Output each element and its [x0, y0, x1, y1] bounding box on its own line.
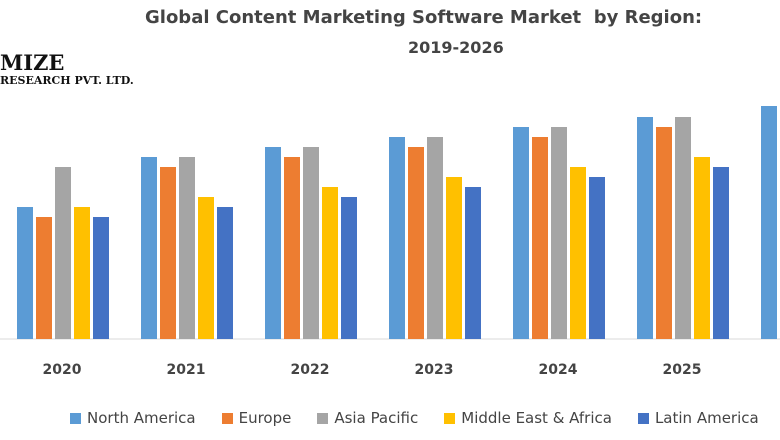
legend-label: Asia Pacific: [334, 409, 419, 427]
bar-2021-2: [179, 157, 195, 339]
bar-2021-1: [160, 167, 176, 339]
bar-2021-0: [141, 157, 157, 339]
bar-2024-1: [532, 137, 548, 339]
bar-2025-3: [694, 157, 710, 339]
bar-2022-3: [322, 187, 338, 339]
bar-2026-0: [761, 106, 777, 339]
legend-label: Middle East & Africa: [461, 409, 612, 427]
chart-subtitle: 2019-2026: [408, 38, 504, 57]
legend-swatch: [70, 412, 81, 424]
x-tick-label: 2023: [415, 362, 454, 378]
bar-2020-4: [93, 217, 109, 339]
bar-2020-3: [74, 207, 90, 339]
bar-2020-1: [36, 217, 52, 339]
legend-item: Middle East & Africa: [444, 409, 612, 427]
bar-2020-2: [55, 167, 71, 339]
legend-item: Europe: [221, 409, 292, 427]
legend: North America Europe Asia Pacific Middle Ea…: [70, 409, 759, 427]
legend-item: Asia Pacific: [317, 409, 418, 427]
logo-text: MIZE: [0, 50, 65, 75]
bar-2024-3: [570, 167, 586, 339]
bar-2025-4: [713, 167, 729, 339]
bar-2021-3: [198, 197, 214, 339]
x-tick-label: 2022: [291, 362, 330, 378]
bar-2022-0: [265, 147, 281, 339]
bar-2023-3: [446, 177, 462, 339]
bar-2022-2: [303, 147, 319, 339]
legend-label: North America: [87, 409, 196, 427]
legend-swatch: [317, 412, 329, 424]
legend-item: Latin America: [637, 409, 759, 427]
bar-2025-0: [637, 117, 653, 339]
bar-2023-1: [408, 147, 424, 339]
bar-2023-2: [427, 137, 443, 339]
x-tick-label: 2024: [539, 362, 578, 378]
bar-2023-4: [465, 187, 481, 339]
legend-swatch: [637, 412, 649, 424]
legend-swatch: [221, 412, 233, 424]
x-tick-label: 2025: [663, 362, 702, 378]
bar-2022-4: [341, 197, 357, 339]
bar-2024-2: [551, 127, 567, 339]
legend-swatch: [444, 412, 456, 424]
x-tick-label: 2020: [43, 362, 82, 378]
bar-2024-4: [589, 177, 605, 339]
bar-2022-1: [284, 157, 300, 339]
bar-2025-1: [656, 127, 672, 339]
legend-label: Latin America: [654, 409, 759, 427]
logo-subtext: RESEARCH PVT. LTD.: [0, 74, 134, 87]
x-tick-label: 2021: [167, 362, 206, 378]
bar-2021-4: [217, 207, 233, 339]
bar-2023-0: [389, 137, 405, 339]
bar-2020-0: [17, 207, 33, 339]
legend-label: Europe: [238, 409, 292, 427]
bar-2024-0: [513, 127, 529, 339]
chart-title: Global Content Marketing Software Market…: [145, 7, 703, 28]
legend-item: North America: [70, 409, 196, 427]
bar-2025-2: [675, 117, 691, 339]
